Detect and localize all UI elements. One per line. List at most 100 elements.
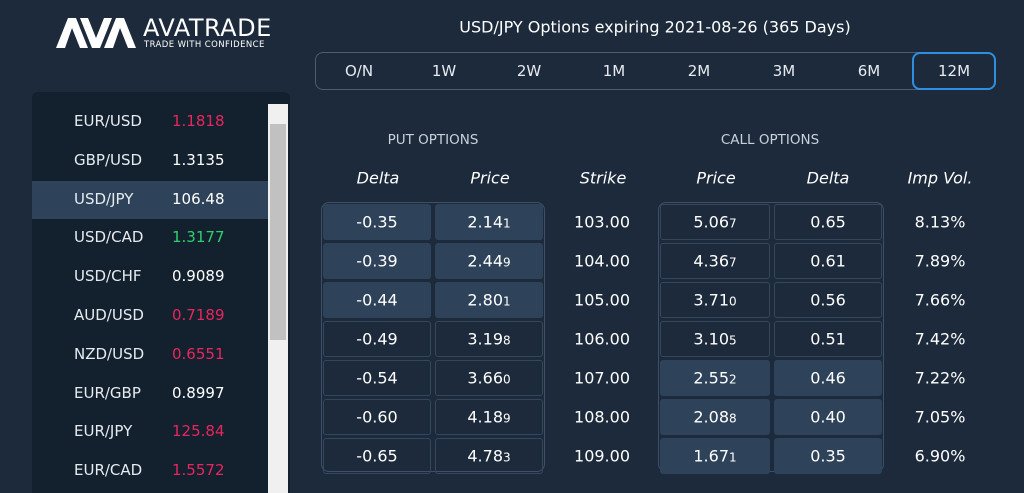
price-pip: 0 [728,294,737,309]
call-header: CALL OPTIONS [720,132,820,148]
price-cell: 2.801 [467,291,510,310]
pair[interactable]: USD/CHF [74,267,142,286]
tab[interactable]: 3M [772,62,796,80]
price[interactable]: 0.7189 [172,306,225,324]
put-price-box [435,204,543,240]
put-price-box [435,321,543,357]
column-header: Strike [579,168,627,188]
price-cell: 3.198 [467,330,510,349]
price-main: 2.44 [467,251,503,271]
strike: 103.00 [574,212,630,232]
price-cell: 5.067 [693,213,736,232]
imp-vol: 8.13% [914,212,966,232]
put-delta-box [323,360,431,396]
put-delta: -0.44 [356,290,398,310]
pair[interactable]: EUR/CAD [74,461,143,480]
price-main: 3.19 [467,329,503,349]
price-pip: 1 [502,294,511,309]
price[interactable]: 0.9089 [172,267,225,286]
price-pip: 8 [502,333,511,348]
put-header: PUT OPTIONS [387,132,479,148]
price-cell: 4.189 [467,408,510,427]
tab[interactable]: 6M [857,62,881,80]
imp-vol: 7.05% [914,407,966,427]
column-header: Price [470,168,510,188]
put-delta-box [323,204,431,240]
logo-tagline: TRADE WITH CONFIDENCE [144,40,265,50]
put-delta-box [323,399,431,435]
tab[interactable]: 12M [937,62,971,80]
price[interactable]: 125.84 [172,422,225,441]
price-pip: 9 [502,255,511,270]
price-cell: 3.710 [693,291,736,310]
price-cell: 2.552 [693,369,736,388]
price-main: 3.71 [693,290,729,310]
price-main: 1.67 [693,446,729,466]
imp-vol: 7.66% [914,290,966,310]
tab[interactable]: 1M [602,62,626,80]
put-delta: -0.54 [356,368,398,388]
price[interactable]: 1.3177 [172,228,225,247]
price-pip: 1 [502,216,511,231]
row-highlight [32,180,268,219]
strike: 106.00 [574,329,630,349]
call-price-box [660,204,770,240]
imp-vol: 7.89% [914,251,966,271]
pair[interactable]: GBP/USD [74,150,143,169]
price-cell: 4.367 [693,252,736,271]
call-delta: 0.56 [810,290,846,310]
price[interactable]: 0.8997 [172,383,225,402]
call-delta-box [774,360,882,396]
strike: 108.00 [574,407,630,427]
call-price-box [660,321,770,357]
price-main: 2.80 [467,290,503,310]
tab[interactable]: 2W [516,62,542,80]
page-title: USD/JPY Options expiring 2021-08-26 (365… [459,17,851,37]
price[interactable]: 1.5572 [172,461,225,480]
pair[interactable]: NZD/USD [74,344,145,363]
call-delta-box [774,243,882,279]
price-cell: 4.783 [467,447,510,466]
price-pip: 8 [728,411,737,426]
tab[interactable]: 2M [687,62,711,80]
price-pip: 2 [728,372,737,387]
call-delta: 0.46 [810,368,846,388]
put-delta: -0.39 [356,251,398,271]
put-price-box [435,438,543,474]
call-group [658,202,884,472]
price[interactable]: 1.3135 [172,150,225,169]
price[interactable]: 0.6551 [172,344,225,363]
price-pip: 5 [728,333,737,348]
call-delta-box [774,438,882,474]
price[interactable]: 1.1818 [172,112,225,130]
scrollbar-thumb [270,124,286,340]
price-main: 2.55 [693,368,729,388]
pair[interactable]: USD/JPY [74,189,134,208]
call-delta-box [774,282,882,318]
pair[interactable]: EUR/JPY [74,422,133,441]
call-price-box [660,399,770,435]
price-cell: 2.449 [467,252,510,271]
pair[interactable]: USD/CAD [74,228,144,247]
put-group [321,202,545,472]
price-pip: 0 [502,372,511,387]
tab-active[interactable] [912,52,996,90]
tab[interactable]: O/N [344,62,374,80]
price-pip: 3 [502,450,511,465]
pair[interactable]: EUR/GBP [74,383,141,402]
call-delta-box [774,399,882,435]
put-delta-box [323,282,431,318]
tab[interactable]: 1W [431,62,457,80]
watchlist [32,92,290,493]
price-cell: 3.105 [693,330,736,349]
imp-vol: 7.22% [914,368,966,388]
price[interactable]: 106.48 [172,189,225,208]
price-main: 2.14 [467,212,503,232]
pair[interactable]: EUR/USD [74,112,142,130]
price-cell: 2.141 [467,213,510,232]
call-delta: 0.61 [810,251,846,271]
strike: 109.00 [574,446,630,466]
call-price-box [660,438,770,474]
pair[interactable]: AUD/USD [74,306,144,324]
